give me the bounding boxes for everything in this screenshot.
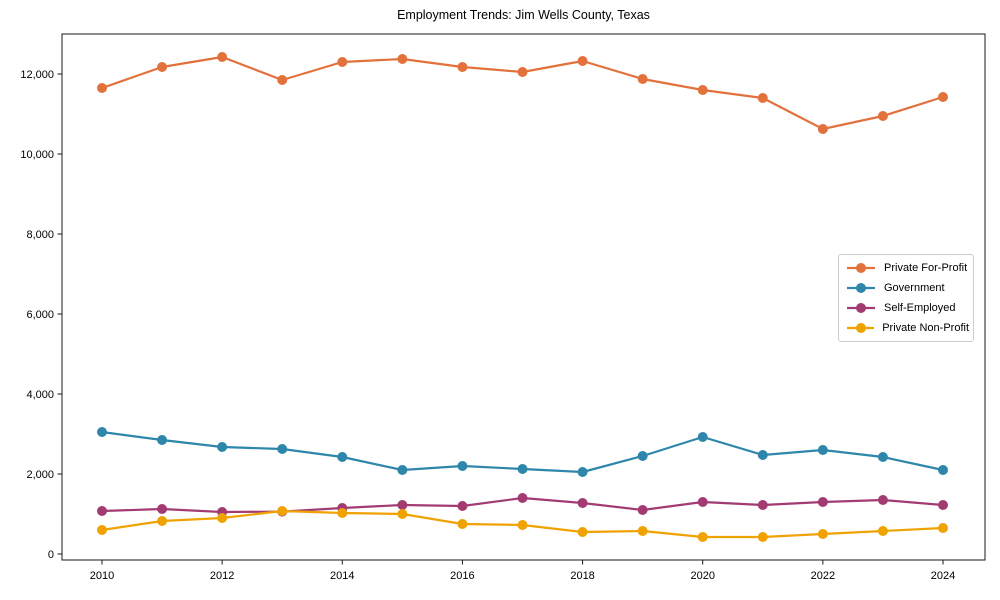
x-tick-label: 2012 [210, 570, 234, 582]
data-point-self-employed [637, 505, 648, 515]
legend-label: Private Non-Profit [882, 322, 969, 334]
data-point-private-non-profit [97, 525, 107, 535]
data-point-government [937, 465, 948, 475]
data-point-private-non-profit [877, 526, 888, 536]
data-point-self-employed [157, 504, 168, 514]
data-point-government [757, 450, 768, 460]
data-point-government [457, 461, 468, 471]
legend-marker-self-employed [847, 303, 875, 313]
data-point-private-for-profit [157, 62, 168, 72]
data-point-government [397, 465, 408, 475]
data-point-private-non-profit [817, 529, 828, 539]
data-point-private-for-profit [877, 111, 888, 121]
data-point-government [277, 444, 288, 454]
legend-sample-dot [856, 263, 866, 273]
data-point-private-for-profit [277, 75, 288, 85]
x-tick-label: 2014 [330, 570, 354, 582]
data-point-private-non-profit [277, 506, 288, 516]
data-point-private-for-profit [97, 83, 107, 93]
y-tick-label: 8,000 [26, 229, 54, 241]
x-tick-label: 2010 [90, 570, 114, 582]
data-point-private-non-profit [517, 520, 528, 530]
data-point-private-non-profit [157, 516, 168, 526]
legend-item-private-non-profit: Private Non-Profit [846, 319, 969, 337]
data-point-private-for-profit [577, 56, 588, 66]
y-tick-label: 6,000 [26, 309, 54, 321]
legend-item-government: Government [846, 279, 969, 297]
data-point-private-for-profit [457, 62, 468, 72]
data-point-government [637, 451, 648, 461]
data-point-private-non-profit [697, 532, 708, 542]
legend-marker-private-for-profit [847, 263, 875, 273]
data-point-self-employed [517, 493, 528, 503]
legend-label: Government [884, 282, 945, 294]
data-point-private-non-profit [637, 526, 648, 536]
data-point-self-employed [937, 500, 948, 510]
chart-title: Employment Trends: Jim Wells County, Tex… [397, 8, 650, 22]
data-point-self-employed [457, 501, 468, 511]
y-tick-label: 0 [48, 549, 54, 561]
data-point-self-employed [97, 506, 107, 516]
data-point-private-non-profit [457, 519, 468, 529]
data-point-private-for-profit [337, 57, 348, 67]
data-point-self-employed [397, 500, 408, 510]
data-point-government [337, 452, 348, 462]
data-point-government [817, 445, 828, 455]
data-point-private-for-profit [217, 52, 228, 62]
y-tick-label: 10,000 [20, 149, 54, 161]
data-point-private-for-profit [637, 74, 648, 84]
data-point-private-for-profit [757, 93, 768, 103]
data-point-private-non-profit [937, 523, 948, 533]
data-point-government [517, 464, 528, 474]
data-point-government [877, 452, 888, 462]
legend-sample-dot [856, 303, 866, 313]
y-tick-label: 4,000 [26, 389, 54, 401]
legend-label: Private For-Profit [884, 262, 968, 274]
data-point-government [157, 435, 168, 445]
data-point-private-non-profit [397, 509, 408, 519]
data-point-government [97, 427, 107, 437]
data-point-government [577, 467, 588, 477]
legend: Private For-Profit Government Self-Employe… [838, 254, 974, 342]
legend-item-private-for-profit: Private For-Profit [846, 259, 969, 277]
plot-border [61, 33, 986, 561]
x-tick-label: 2022 [811, 570, 835, 582]
legend-item-self-employed: Self-Employed [846, 299, 969, 317]
y-tick-label: 2,000 [26, 469, 54, 481]
legend-marker-government [847, 283, 875, 293]
x-tick-label: 2018 [570, 570, 594, 582]
data-point-government [217, 442, 228, 452]
data-point-private-for-profit [517, 67, 528, 77]
data-point-private-non-profit [757, 532, 768, 542]
legend-label: Self-Employed [884, 302, 956, 314]
data-point-self-employed [757, 500, 768, 510]
data-point-private-for-profit [697, 85, 708, 95]
x-tick-label: 2020 [690, 570, 714, 582]
x-tick-label: 2024 [931, 570, 955, 582]
data-point-private-non-profit [337, 508, 348, 518]
legend-marker-private-non-profit [847, 323, 875, 333]
data-point-private-for-profit [937, 92, 948, 102]
data-point-private-for-profit [397, 54, 408, 64]
data-point-private-non-profit [217, 513, 228, 523]
data-point-self-employed [577, 498, 588, 508]
data-point-self-employed [697, 497, 708, 507]
data-point-private-for-profit [817, 124, 828, 134]
data-point-private-non-profit [577, 527, 588, 537]
data-point-government [697, 432, 708, 442]
y-tick-label: 12,000 [20, 69, 54, 81]
x-tick-label: 2016 [450, 570, 474, 582]
data-point-self-employed [817, 497, 828, 507]
legend-sample-dot [856, 283, 866, 293]
legend-sample-dot [856, 323, 866, 333]
data-point-self-employed [877, 495, 888, 505]
